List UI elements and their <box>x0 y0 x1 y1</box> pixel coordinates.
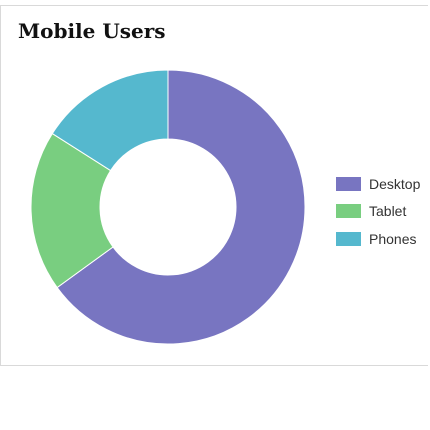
legend-label-phones: Phones <box>369 230 417 247</box>
donut-slices <box>30 69 306 345</box>
legend-swatch-phones <box>336 231 361 246</box>
slice-desktop[interactable] <box>56 69 306 345</box>
legend-label-tablet: Tablet <box>369 203 407 220</box>
legend-label-desktop: Desktop <box>369 175 421 192</box>
legend-item-tablet[interactable]: Tablet <box>336 198 420 226</box>
slice-phones[interactable] <box>51 69 169 172</box>
chart-legend: Desktop Tablet Phones <box>336 170 420 253</box>
slice-tablet[interactable] <box>30 132 114 289</box>
legend-item-phones[interactable]: Phones <box>336 225 420 253</box>
legend-item-desktop[interactable]: Desktop <box>336 170 420 198</box>
chart-card <box>0 5 428 366</box>
chart-title: Mobile Users <box>18 19 166 43</box>
legend-swatch-tablet <box>336 204 361 219</box>
legend-swatch-desktop <box>336 176 361 191</box>
